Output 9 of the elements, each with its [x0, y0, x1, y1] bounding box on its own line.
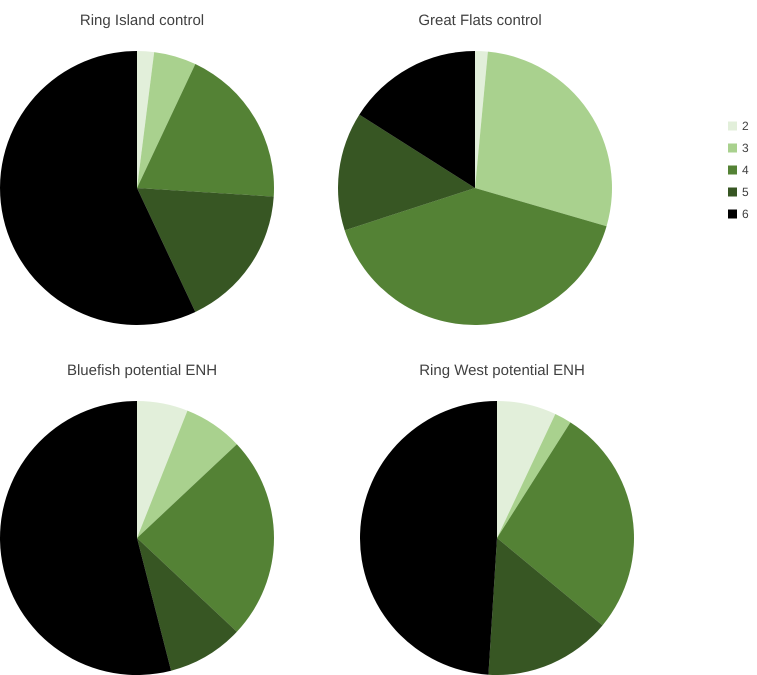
chart-title: Ring Island control	[80, 12, 204, 29]
legend-label: 5	[742, 185, 749, 199]
chart-title: Great Flats control	[418, 12, 542, 29]
legend-label: 6	[742, 207, 749, 221]
chart-title: Bluefish potential ENH	[66, 362, 218, 379]
legend-label: 4	[742, 163, 749, 177]
chart-title: Ring West potential ENH	[419, 362, 585, 379]
legend-label: 2	[742, 119, 749, 133]
legend-label: 3	[742, 141, 749, 155]
